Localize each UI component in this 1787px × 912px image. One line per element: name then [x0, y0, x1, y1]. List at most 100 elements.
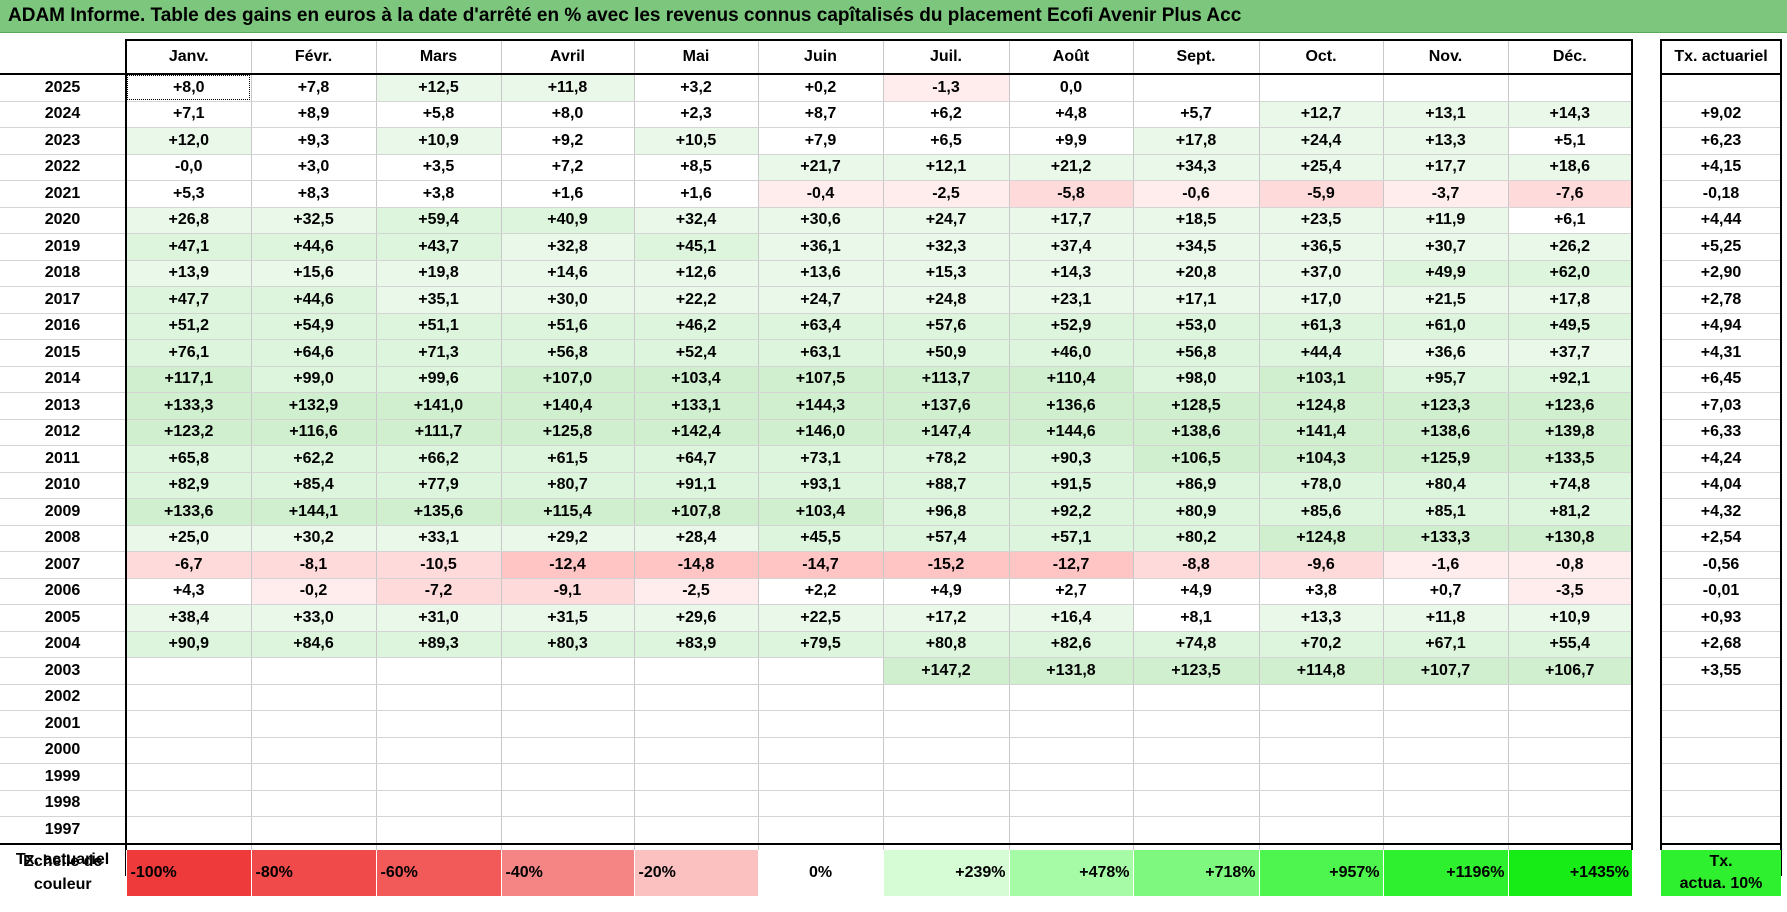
gain-cell [633, 684, 759, 711]
gain-cell [882, 816, 1010, 845]
gain-cell: +17,0 [1258, 286, 1384, 314]
gain-cell: -3,7 [1382, 180, 1509, 208]
gain-cell: +14,6 [500, 260, 635, 287]
gain-cell [882, 763, 1010, 791]
gain-cell: +30,2 [250, 525, 377, 552]
gain-cell: +138,6 [1132, 419, 1260, 446]
month-header: Févr. [250, 39, 377, 75]
yearly-rate-cell: +0,93 [1660, 604, 1782, 632]
gain-cell: -0,4 [757, 180, 884, 208]
gain-cell: +50,9 [882, 339, 1010, 367]
gain-cell: +3,8 [375, 180, 502, 208]
table-row: 2005 +38,4 +33,0 +31,0 +31,5 +29,6 +22,5 +17,2 +… [0, 604, 1782, 632]
gain-cell: +8,5 [633, 154, 759, 181]
month-header: Juin [757, 39, 884, 75]
gain-cell: +40,9 [500, 207, 635, 234]
gain-cell: +65,8 [125, 445, 252, 473]
gain-cell: +8,3 [250, 180, 377, 208]
gain-cell [500, 684, 635, 711]
table-row: 2023 +12,0 +9,3 +10,9 +9,2 +10,5 +7,9 +6,5 +9,9 +… [0, 127, 1782, 155]
gain-cell: +4,9 [1132, 578, 1260, 605]
gain-cell [1258, 737, 1384, 764]
gain-cell [757, 790, 884, 817]
gain-cell [250, 763, 377, 791]
gain-cell [1382, 763, 1509, 791]
gain-cell: +84,6 [250, 631, 377, 658]
gain-cell: +63,4 [757, 313, 884, 340]
gain-cell: +24,4 [1258, 127, 1384, 155]
spacer [1632, 710, 1661, 737]
year-label: 1999 [0, 763, 127, 791]
gain-cell: +136,6 [1008, 392, 1134, 420]
year-label: 2003 [0, 657, 127, 685]
gain-cell [633, 790, 759, 817]
gain-cell [125, 710, 252, 738]
gain-cell: +12,6 [633, 260, 759, 287]
color-scale-swatch: +478% [1008, 850, 1133, 896]
gain-cell [250, 657, 377, 685]
table-row: 2015 +76,1 +64,6 +71,3 +56,8 +52,4 +63,1 +50,9 +… [0, 339, 1782, 367]
gain-cell [1507, 684, 1633, 711]
gain-cell: +138,6 [1382, 419, 1509, 446]
gain-cell: +17,8 [1507, 286, 1633, 314]
gain-cell: +114,8 [1258, 657, 1384, 685]
gain-cell: +36,5 [1258, 233, 1384, 261]
gain-cell: +46,2 [633, 313, 759, 340]
gain-cell: +95,7 [1382, 366, 1509, 393]
spacer [1632, 604, 1661, 631]
spacer [1632, 233, 1661, 260]
gain-cell [757, 816, 884, 845]
gain-cell: +144,6 [1008, 419, 1134, 446]
gain-cell: +15,3 [882, 260, 1010, 287]
gain-cell: +2,3 [633, 101, 759, 128]
gain-cell: +23,1 [1008, 286, 1134, 314]
yearly-rate-cell: -0,56 [1660, 551, 1782, 579]
gain-cell: +137,6 [882, 392, 1010, 420]
gain-cell: +146,0 [757, 419, 884, 446]
gain-cell [633, 737, 759, 764]
table-row: 2018 +13,9 +15,6 +19,8 +14,6 +12,6 +13,6 +15,3 +… [0, 260, 1782, 287]
gain-cell [1382, 74, 1509, 102]
yearly-rate-cell: +3,55 [1660, 657, 1782, 685]
gain-cell: +13,3 [1382, 127, 1509, 155]
gain-cell: +3,0 [250, 154, 377, 181]
gain-cell: +131,8 [1008, 657, 1134, 685]
gain-cell: +0,2 [757, 74, 884, 102]
gain-cell: +2,2 [757, 578, 884, 605]
gain-cell: +46,0 [1008, 339, 1134, 367]
gain-cell [1258, 74, 1384, 102]
spacer [1632, 392, 1661, 419]
month-header: Janv. [125, 39, 252, 75]
gain-cell: +55,4 [1507, 631, 1633, 658]
gain-cell [633, 657, 759, 685]
gain-cell: +51,1 [375, 313, 502, 340]
gain-cell: +12,7 [1258, 101, 1384, 128]
spacer [1632, 207, 1661, 234]
gain-cell: +7,8 [250, 74, 377, 102]
spacer [1632, 498, 1661, 525]
gain-cell: +99,6 [375, 366, 502, 393]
gain-cell: +29,6 [633, 604, 759, 632]
gain-cell: +8,1 [1132, 604, 1260, 632]
gain-cell: +78,2 [882, 445, 1010, 473]
gain-cell: +26,2 [1507, 233, 1633, 261]
gain-cell: +123,5 [1132, 657, 1260, 685]
year-label: 2002 [0, 684, 127, 711]
gain-cell: +22,5 [757, 604, 884, 632]
month-header: Déc. [1507, 39, 1633, 75]
gain-cell: +124,8 [1258, 392, 1384, 420]
gain-cell: +61,3 [1258, 313, 1384, 340]
gain-cell: -2,5 [882, 180, 1010, 208]
gain-cell [250, 790, 377, 817]
gain-cell: +28,4 [633, 525, 759, 552]
gain-cell: +93,1 [757, 472, 884, 499]
gain-cell: +104,3 [1258, 445, 1384, 473]
gain-cell: -0,0 [125, 154, 252, 181]
rate-scale-swatch: Tx. actua. 10% [1661, 850, 1781, 896]
gain-cell: +107,5 [757, 366, 884, 393]
gain-cell: +133,3 [125, 392, 252, 420]
gain-cell: +92,1 [1507, 366, 1633, 393]
gain-cell [375, 737, 502, 764]
yearly-rate-cell: -0,18 [1660, 180, 1782, 208]
table-row: 2012 +123,2 +116,6 +111,7 +125,8 +142,4 +146,0… [0, 419, 1782, 446]
